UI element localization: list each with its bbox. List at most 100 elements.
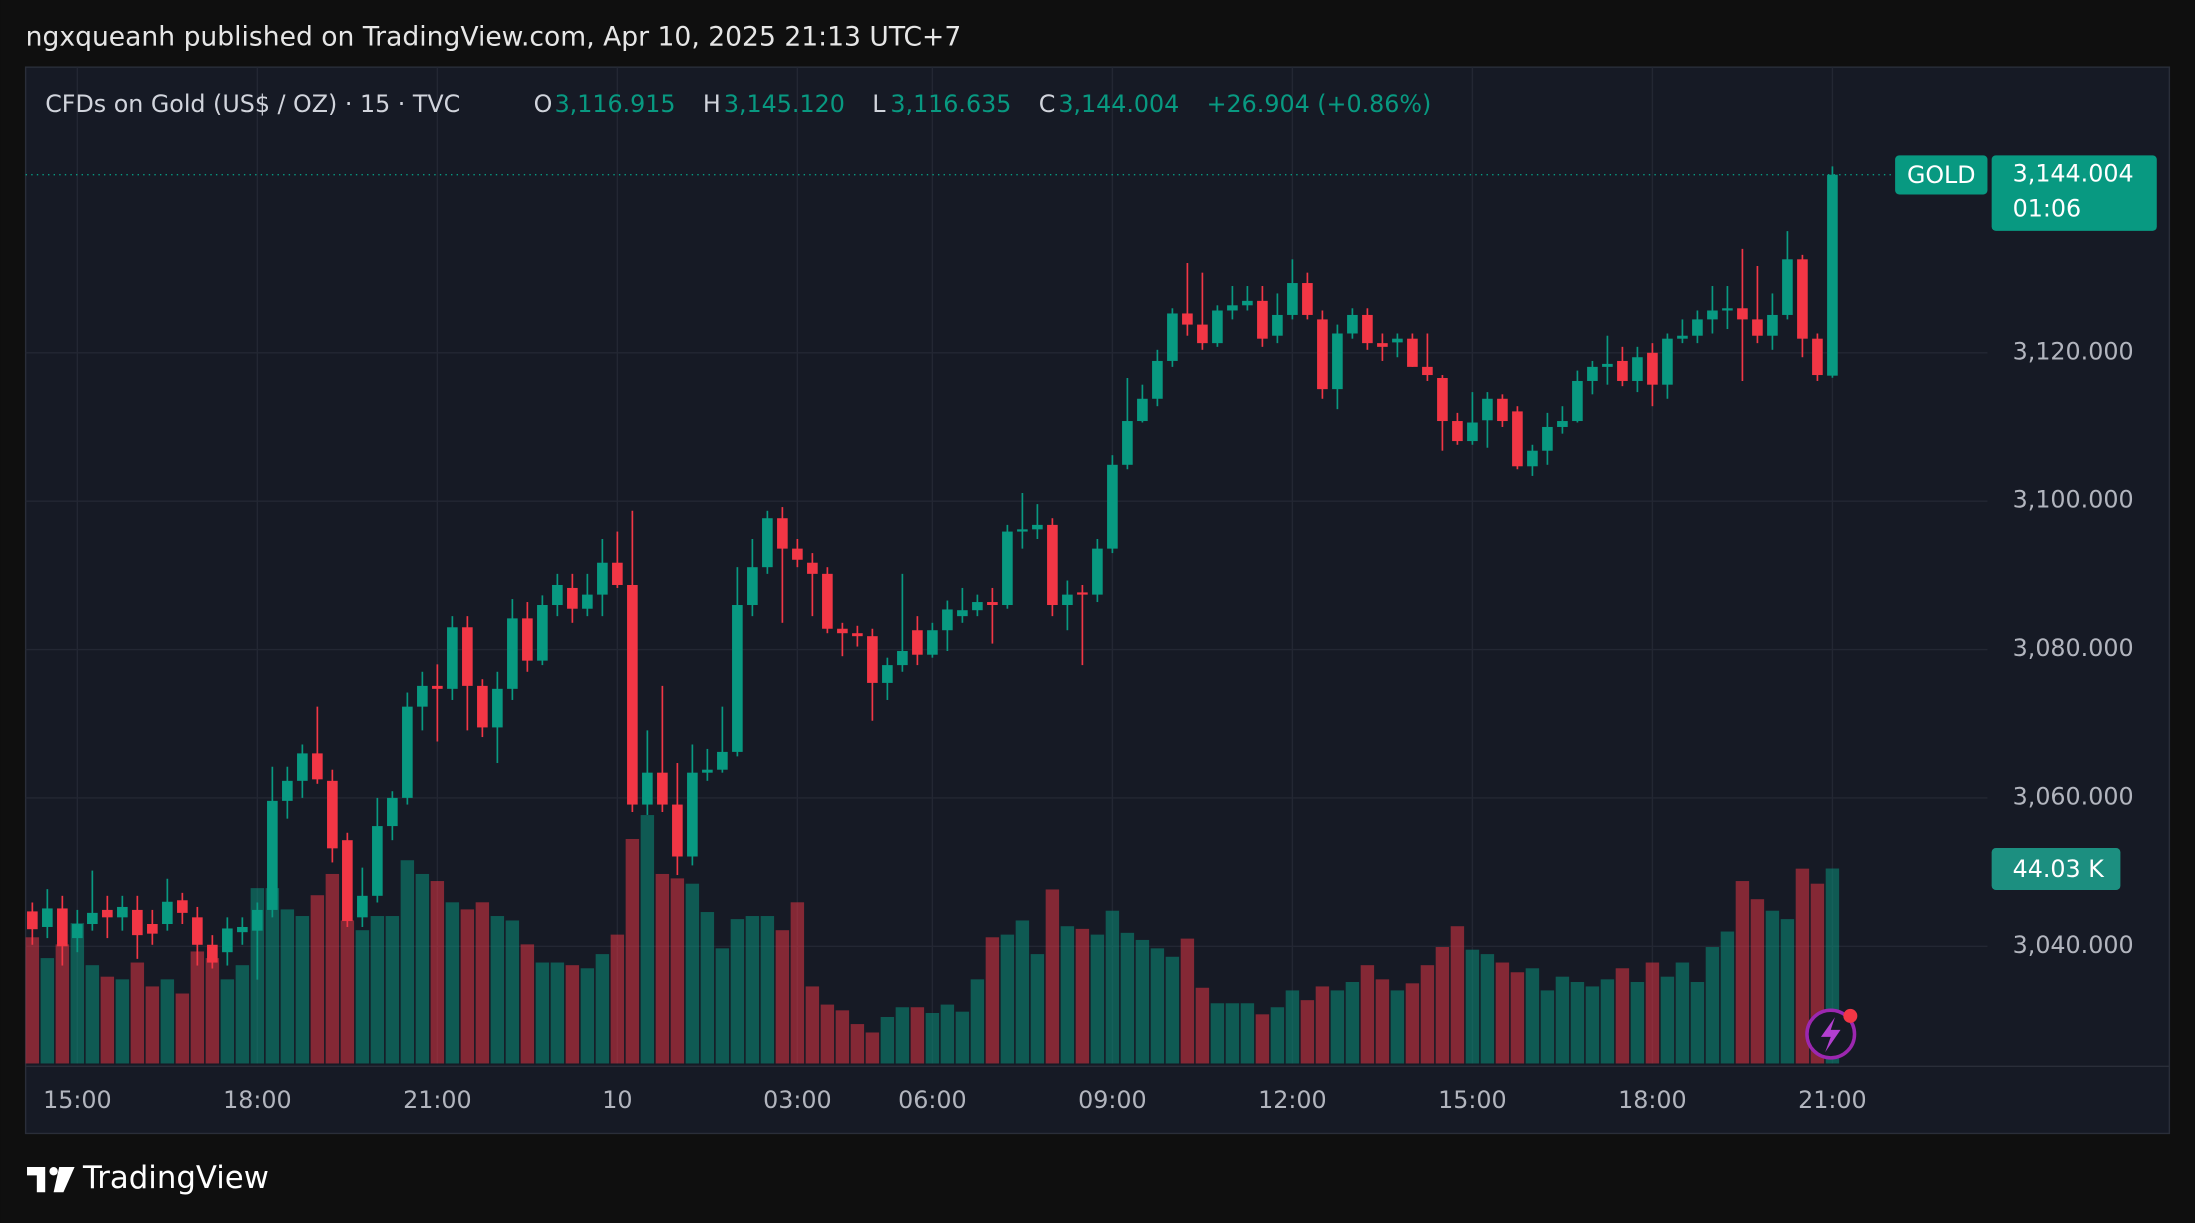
candle-body: [72, 924, 83, 939]
candle-body: [147, 924, 158, 934]
x-tick-label: 15:00: [1438, 1086, 1507, 1114]
candle-body: [1047, 524, 1058, 606]
volume-bar: [40, 958, 55, 1064]
volume-bar: [325, 873, 340, 1064]
candle-body: [1107, 464, 1118, 549]
candle-body: [1347, 314, 1358, 334]
candle-body: [1272, 314, 1283, 336]
legend-o: O: [534, 89, 553, 117]
candle-body: [432, 685, 443, 689]
volume-bar: [85, 965, 100, 1064]
candle-body: [27, 911, 38, 930]
volume-bar: [970, 979, 985, 1064]
x-tick-label: 12:00: [1258, 1086, 1327, 1114]
candle-body: [1422, 366, 1433, 376]
candle-body: [582, 594, 593, 609]
candle-body: [1827, 174, 1838, 376]
candle-body: [1452, 421, 1463, 442]
volume-bar: [1720, 931, 1735, 1064]
x-tick-label: 18:00: [223, 1086, 291, 1114]
candle-body: [687, 772, 698, 857]
volume-bar: [400, 860, 415, 1064]
volume-bar: [1690, 982, 1705, 1064]
legend-o-value: 3,116.915: [555, 89, 676, 117]
candle-body: [492, 688, 503, 728]
last-price-tag: [1991, 155, 2157, 231]
volume-bar: [1180, 938, 1195, 1064]
volume-bar: [895, 1007, 910, 1064]
volume-bar: [415, 873, 430, 1064]
legend-change: +26.904 (+0.86%): [1207, 89, 1432, 117]
volume-bar: [850, 1024, 865, 1064]
candle-body: [957, 610, 968, 617]
volume-bar: [115, 979, 130, 1064]
candle-body: [942, 609, 953, 631]
candle-body: [1602, 363, 1613, 367]
volume-bar: [775, 930, 790, 1064]
candle-body: [1152, 360, 1163, 399]
legend-c-value: 3,144.004: [1058, 89, 1179, 117]
volume-bar: [880, 1016, 895, 1064]
candle-body: [1032, 524, 1043, 530]
volume-bar: [835, 1010, 850, 1064]
volume-bar: [340, 920, 355, 1064]
volume-bar: [355, 930, 370, 1064]
candle-body: [1392, 338, 1403, 343]
volume-bar: [1015, 920, 1030, 1064]
volume-bar: [475, 902, 490, 1064]
candle-body: [1572, 380, 1583, 422]
candle-body: [987, 602, 998, 606]
candle-body: [627, 584, 638, 805]
volume-bar: [1030, 954, 1045, 1064]
volume-bar: [1585, 986, 1600, 1064]
candle-body: [1722, 308, 1733, 311]
candle-body: [702, 769, 713, 773]
volume-bar: [595, 954, 610, 1064]
volume-bar: [820, 1004, 835, 1064]
volume-bar: [265, 888, 280, 1064]
y-tick-label: 3,120.000: [2013, 337, 2134, 365]
candle-body: [162, 901, 173, 925]
volume-bar: [1600, 979, 1615, 1064]
candle-body: [1227, 305, 1238, 311]
volume-tag: [1991, 847, 2121, 890]
volume-bar: [805, 986, 820, 1064]
candle-body: [1197, 324, 1208, 344]
volume-bar: [1435, 947, 1450, 1064]
volume-bar: [460, 909, 475, 1064]
volume-bar: [1285, 990, 1300, 1064]
volume-bar: [160, 979, 175, 1064]
y-tick-label: 3,100.000: [2013, 486, 2134, 514]
x-tick-label: 06:00: [898, 1086, 967, 1114]
volume-bar: [1120, 932, 1135, 1064]
volume-bar: [70, 923, 85, 1064]
candle-body: [927, 630, 938, 655]
candle-body: [1167, 313, 1178, 361]
candle-body: [1707, 310, 1718, 320]
candle-body: [1287, 283, 1298, 315]
candle-body: [417, 685, 428, 707]
candle-body: [387, 797, 398, 827]
volume-bar: [730, 919, 745, 1064]
candle-body: [132, 909, 143, 936]
x-tick-label: 09:00: [1078, 1086, 1147, 1114]
volume-bar: [1060, 926, 1075, 1064]
last-price-label: 3,144.004: [2013, 159, 2134, 187]
volume-bar: [385, 916, 400, 1064]
volume-bar: [490, 916, 505, 1064]
volume-bar: [1780, 919, 1795, 1064]
candle-body: [732, 605, 743, 752]
candle-body: [1407, 338, 1418, 367]
alert-icon[interactable]: [1805, 1008, 1858, 1060]
candle-body: [792, 548, 803, 560]
candle-body: [102, 909, 113, 918]
candle-body: [1317, 319, 1328, 390]
candle-body: [897, 651, 908, 666]
candle-body: [882, 665, 893, 683]
volume-bar: [445, 902, 460, 1064]
volume-bar: [1255, 1014, 1270, 1064]
legend-h: H: [703, 89, 721, 117]
volume-bar: [865, 1032, 880, 1064]
candle-body: [1812, 338, 1823, 376]
candle-body: [642, 772, 653, 805]
